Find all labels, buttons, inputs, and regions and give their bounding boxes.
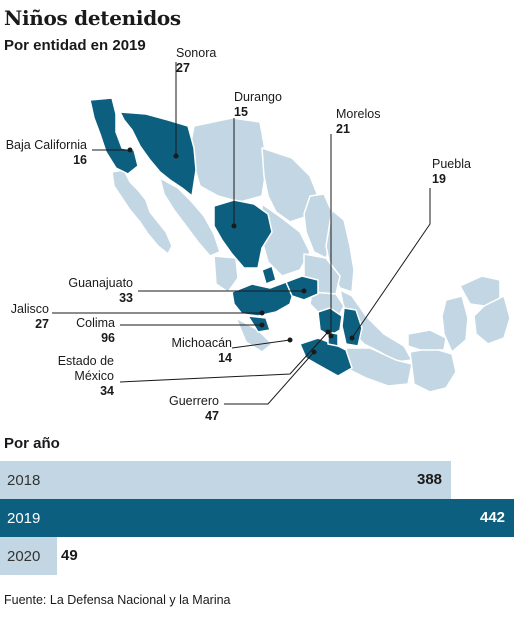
dot-sonora — [173, 153, 179, 159]
state-estado-de-mexico — [317, 307, 343, 337]
chart-subtitle: Por entidad en 2019 — [4, 37, 146, 54]
label-guanajuato: Guanajuato 33 — [68, 276, 133, 306]
dot-jalisco — [259, 310, 265, 316]
state-sonora — [119, 111, 197, 197]
label-morelos: Morelos 21 — [336, 107, 380, 137]
dot-baja-california — [127, 147, 133, 153]
section-title: Por año — [4, 435, 60, 452]
state-coahuila — [261, 147, 319, 223]
leader-guerrero — [224, 351, 315, 405]
bar-row-2018: 2018 388 — [0, 461, 514, 499]
state-chiapas — [409, 347, 457, 393]
state-baja-california — [89, 97, 139, 175]
bar-value-label: 388 — [417, 471, 443, 488]
state-quintana-roo — [473, 295, 511, 345]
state-tabasco — [407, 329, 447, 351]
label-puebla-value: 19 — [432, 172, 446, 186]
bar-category-label: 2018 — [7, 472, 41, 489]
label-jalisco-name: Jalisco — [10, 302, 49, 316]
label-durango: Durango 15 — [234, 90, 282, 120]
dot-colima — [259, 322, 265, 328]
label-sonora: Sonora 27 — [176, 46, 216, 76]
dot-puebla — [349, 335, 355, 341]
leader-michoacan — [231, 339, 291, 349]
label-baja-california-name: Baja California — [5, 138, 87, 152]
label-puebla: Puebla 19 — [432, 157, 471, 187]
state-durango — [213, 199, 273, 269]
state-campeche — [441, 295, 469, 353]
bar-2020 — [0, 537, 57, 575]
label-guerrero: Guerrero 47 — [169, 394, 219, 424]
label-michoacan-name: Michoacán — [171, 336, 232, 350]
label-colima-value: 96 — [101, 331, 115, 345]
state-aguascalientes — [261, 265, 277, 285]
state-guanajuato — [285, 275, 319, 301]
state-chihuahua — [189, 117, 267, 203]
leader-puebla — [351, 188, 431, 339]
chart-title: Niños detenidos — [4, 6, 181, 30]
state-colima — [247, 315, 271, 333]
label-estado-de-mexico: Estado de México 34 — [34, 354, 114, 399]
leader-estado-de-mexico — [119, 331, 329, 383]
label-guerrero-value: 47 — [205, 409, 219, 423]
state-oaxaca — [345, 347, 413, 387]
mexico-map-svg — [52, 62, 511, 405]
label-durango-value: 15 — [234, 105, 248, 119]
label-morelos-value: 21 — [336, 122, 350, 136]
label-baja-california-value: 16 — [73, 153, 87, 167]
dot-durango — [231, 223, 237, 229]
label-colima-name: Colima — [76, 316, 115, 330]
label-puebla-name: Puebla — [432, 157, 471, 171]
bar-row-2019: 2019 442 — [0, 499, 514, 537]
bar-row-2020: 2020 49 — [0, 537, 514, 575]
bar-value-label: 49 — [61, 547, 78, 564]
state-guerrero — [299, 337, 353, 377]
bar-2019 — [0, 499, 514, 537]
dot-guerrero — [311, 349, 317, 355]
label-estado-de-mexico-name: Estado de México — [57, 354, 114, 383]
label-estado-de-mexico-value: 34 — [100, 384, 114, 398]
label-guanajuato-value: 33 — [119, 291, 133, 305]
state-nayarit — [213, 255, 239, 293]
state-baja-california-sur — [111, 169, 173, 255]
label-guanajuato-name: Guanajuato — [68, 276, 133, 290]
label-michoacan-value: 14 — [218, 351, 232, 365]
bar-2018 — [0, 461, 451, 499]
state-sinaloa — [159, 177, 221, 257]
mexico-map: Sonora 27 Durango 15 Morelos 21 Baja Cal… — [0, 40, 517, 423]
bar-category-label: 2020 — [7, 548, 41, 565]
label-sonora-name: Sonora — [176, 46, 217, 60]
label-guerrero-name: Guerrero — [168, 394, 219, 408]
label-jalisco-value: 27 — [35, 317, 49, 331]
bar-value-label: 442 — [480, 509, 506, 526]
dot-michoacan — [287, 337, 293, 343]
bar-category-label: 2019 — [7, 510, 41, 527]
label-michoacan: Michoacán 14 — [172, 336, 232, 366]
state-zacatecas — [261, 203, 311, 277]
dot-estado-de-mexico — [325, 329, 331, 335]
label-baja-california: Baja California 16 — [6, 138, 87, 168]
dot-guanajuato — [301, 288, 307, 294]
source-note: Fuente: La Defensa Nacional y la Marina — [4, 593, 231, 607]
dot-morelos — [328, 333, 334, 339]
label-durango-name: Durango — [234, 90, 282, 104]
label-colima: Colima 96 — [76, 316, 115, 346]
label-sonora-value: 27 — [176, 61, 190, 75]
label-jalisco: Jalisco 27 — [11, 302, 49, 332]
label-morelos-name: Morelos — [336, 107, 381, 121]
state-puebla — [341, 307, 363, 347]
